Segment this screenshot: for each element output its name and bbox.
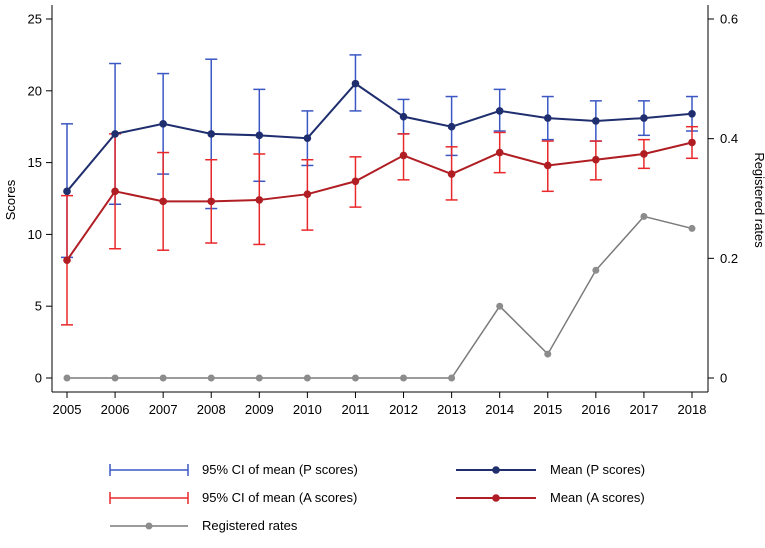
y-tick-label: 15 [28,155,42,170]
x-tick-label: 2008 [197,402,226,417]
series-point-2 [544,350,552,358]
series-point-2 [496,302,504,310]
y2-ticks: 0 0.2 0.4 0.6 [708,12,738,386]
legend-label-ci-p: 95% CI of mean (P scores) [202,462,358,477]
series-point-0 [207,130,216,138]
series-point-2 [159,374,167,382]
legend-label-ci-a: 95% CI of mean (A scores) [202,490,357,505]
legend-entry-ci-p: 95% CI of mean (P scores) [109,462,358,477]
series-point-2 [351,374,359,382]
series-point-2 [207,374,215,382]
series-point-0 [111,130,119,138]
x-tick-label: 2015 [533,402,562,417]
y-tick-label: 0 [35,371,42,386]
y-tick-label: 10 [28,227,42,242]
series-point-2 [111,374,119,382]
y-axis-title: Scores [3,179,18,220]
series-point-0 [495,107,504,115]
x-tick-label: 2011 [341,402,369,417]
x-tick-label: 2006 [101,402,130,417]
series-point-1 [592,155,600,164]
series-point-0 [399,112,408,121]
legend: 95% CI of mean (P scores) Mean (P scores… [109,462,645,533]
series-point-2 [640,212,648,220]
series-point-0 [688,109,696,118]
y-ticks: 0 5 10 15 20 25 [28,12,52,386]
y2-tick-label: 0.6 [720,12,738,27]
series-line-1 [66,141,693,261]
series-point-0 [543,114,552,122]
x-tick-label: 2012 [389,402,418,417]
series-point-2 [303,374,311,382]
x-tick-label: 2018 [678,402,707,417]
series-point-1 [399,151,408,160]
legend-label-registered: Registered rates [202,518,298,533]
series-point-2 [592,266,600,274]
series-point-2 [688,224,696,232]
y2-tick-label: 0.2 [720,251,738,266]
series-line-0 [66,82,693,192]
legend-marker-mean-a [492,494,500,502]
series-point-1 [543,161,552,170]
series-point-2 [63,374,71,382]
series-point-0 [447,122,456,131]
y-tick-label: 25 [28,12,42,27]
series-point-1 [159,197,167,206]
legend-entry-registered: Registered rates [110,518,298,533]
series-point-0 [63,187,71,196]
series-lines [66,82,693,379]
legend-entry-mean-a: Mean (A scores) [456,490,645,505]
series-point-1 [447,170,456,178]
legend-entry-mean-p: Mean (P scores) [456,462,645,477]
series-point-0 [255,131,264,140]
x-tick-label: 2010 [293,402,322,417]
series-point-1 [303,190,312,198]
series-point-0 [640,114,648,122]
series-point-1 [111,187,119,196]
legend-label-mean-p: Mean (P scores) [550,462,645,477]
series-point-1 [495,148,504,157]
y2-tick-label: 0 [720,371,727,386]
x-tick-label: 2007 [149,402,178,417]
series-point-1 [255,196,264,204]
series-point-1 [640,150,648,158]
x-tick-label: 2005 [53,402,82,417]
y-tick-label: 20 [28,83,42,98]
plot-frame [51,5,709,393]
series-point-2 [255,374,263,382]
series-points [63,79,696,382]
y2-tick-label: 0.4 [720,131,738,146]
series-point-1 [207,197,216,206]
series-point-1 [63,256,71,265]
series-point-0 [159,120,167,128]
series-line-2 [67,215,693,379]
legend-marker-mean-p [492,466,500,474]
series-point-0 [303,134,312,142]
x-ticks: 2005 2006 2007 2008 2009 2010 2011 2012 2013 2014… [53,392,707,417]
legend-entry-ci-a: 95% CI of mean (A scores) [109,490,357,505]
series-point-0 [592,117,600,125]
series-point-2 [448,374,456,382]
x-tick-label: 2016 [581,402,610,417]
series-point-1 [688,138,696,147]
series-point-1 [351,177,360,186]
legend-marker-registered [145,522,153,530]
legend-label-mean-a: Mean (A scores) [550,490,645,505]
x-tick-label: 2014 [485,402,514,417]
x-tick-label: 2009 [245,402,274,417]
y2-axis-title: Registered rates [752,152,765,248]
x-tick-label: 2013 [437,402,466,417]
y-tick-label: 5 [35,299,42,314]
series-point-0 [351,79,360,88]
x-tick-label: 2017 [629,402,658,417]
series-point-2 [400,374,408,382]
